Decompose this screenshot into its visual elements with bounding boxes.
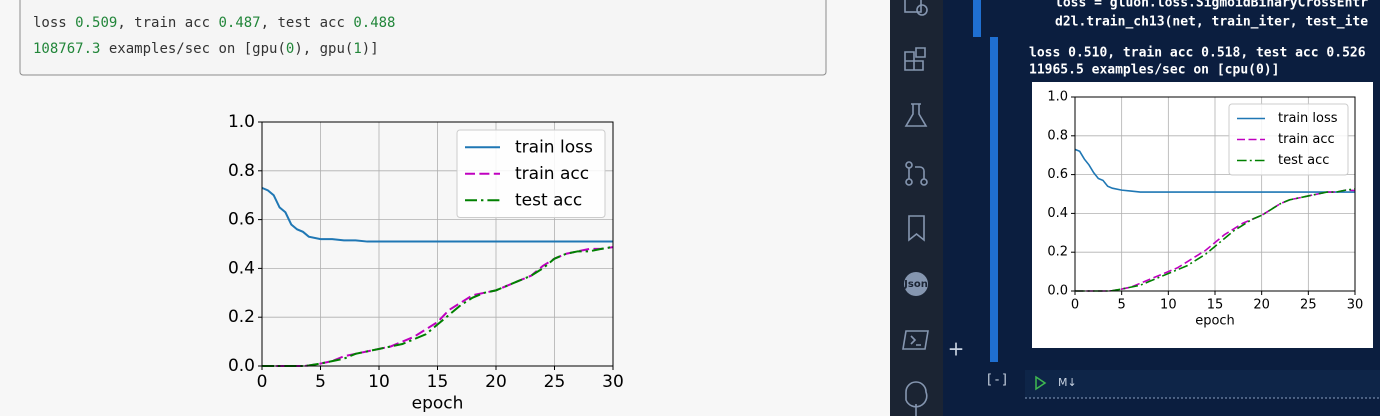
y-tick-label: 1.0: [228, 112, 255, 132]
output-token: examples/sec on [gpu(: [100, 41, 285, 57]
legend-label: train loss: [515, 137, 593, 157]
output-line: loss 0.509, train acc 0.487, test acc 0.…: [33, 15, 396, 31]
y-tick-label: 0.8: [228, 161, 255, 181]
legend-label: test acc: [1278, 153, 1329, 168]
code-line: d2l.train_ch13(net, train_iter, test_ite: [1055, 15, 1368, 30]
output-token: , test acc: [261, 15, 354, 31]
output-token: , train acc: [117, 15, 218, 31]
x-tick-label: 30: [1347, 297, 1364, 312]
output-token: 0.487: [218, 15, 260, 31]
output-line: 11965.5 examples/sec on [cpu(0)]: [1029, 63, 1279, 78]
icon[interactable]: [902, 330, 929, 350]
series-line: [261, 186, 613, 243]
output-token: 108767.3: [33, 41, 100, 57]
output-box: [19, 0, 827, 76]
legend-label: train acc: [1278, 132, 1335, 147]
icon[interactable]: [904, 272, 928, 296]
plot-frame: [261, 121, 614, 367]
icon[interactable]: [908, 166, 925, 179]
icon[interactable]: [904, 103, 928, 127]
x-tick-label: 15: [427, 372, 449, 392]
output-token: 0: [286, 41, 294, 57]
y-tick-label: 0.0: [228, 356, 255, 376]
x-tick-label: 25: [544, 372, 566, 392]
output-line: loss 0.510, train acc 0.518, test acc 0.…: [1029, 46, 1366, 61]
x-tick-label: 10: [368, 372, 390, 392]
code-line: loss = gluon.loss.SigmoidBinaryCrossEntr: [1055, 0, 1368, 11]
y-tick-label: 0.2: [1047, 245, 1068, 260]
activity-bar: [890, 0, 943, 416]
x-tick-label: 0: [1071, 297, 1079, 312]
sidebar-icons: [902, 0, 929, 416]
x-tick-label: 0: [257, 372, 268, 392]
output-token: 1: [353, 41, 361, 57]
x-tick-label: 20: [1253, 297, 1270, 312]
x-tick-label: 10: [1160, 297, 1177, 312]
y-tick-label: 0.8: [1047, 128, 1068, 143]
output-line: 108767.3 examples/sec on [gpu(0), gpu(1)…: [33, 41, 379, 57]
x-tick-label: 30: [602, 372, 624, 392]
plot-frame: [1074, 96, 1356, 292]
y-tick-label: 0.0: [1047, 284, 1068, 299]
cell-indicator: [990, 37, 998, 362]
x-axis-label: epoch: [1195, 314, 1235, 329]
y-tick-label: 0.6: [228, 210, 255, 230]
output-token: 0.509: [75, 15, 117, 31]
icon[interactable]: [904, 0, 922, 13]
icon[interactable]: [916, 4, 928, 16]
y-tick-label: 0.2: [228, 307, 255, 327]
cell-indicator: [973, 0, 981, 37]
y-tick-label: 0.4: [1047, 206, 1068, 221]
x-tick-label: 5: [315, 372, 326, 392]
y-tick-label: 0.4: [228, 258, 255, 278]
legend-box: [1228, 103, 1349, 176]
output-token: )]: [362, 41, 379, 57]
x-tick-label: 20: [485, 372, 507, 392]
icon[interactable]: [905, 381, 928, 416]
next-cell: [1025, 370, 1380, 398]
y-tick-label: 1.0: [1047, 90, 1068, 105]
legend-label: test acc: [515, 190, 582, 210]
output-token: loss: [33, 15, 75, 31]
output-token: 0.488: [353, 15, 395, 31]
legend-label: train loss: [1278, 111, 1338, 126]
series-line: [1074, 148, 1355, 193]
legend-label: train acc: [515, 164, 589, 184]
icon[interactable]: [908, 215, 925, 242]
x-axis-label: epoch: [412, 393, 464, 413]
output-token: ), gpu(: [294, 41, 353, 57]
cell-kind: M↓: [1058, 376, 1077, 389]
icon[interactable]: [904, 47, 926, 71]
add-cell-button[interactable]: +: [948, 337, 965, 361]
x-tick-label: 5: [1118, 297, 1126, 312]
collapse-button[interactable]: [-]: [985, 373, 1008, 388]
x-tick-label: 15: [1207, 297, 1224, 312]
run-button[interactable]: [1035, 375, 1047, 391]
x-tick-label: 25: [1300, 297, 1317, 312]
legend-box: [456, 129, 606, 218]
y-tick-label: 0.6: [1047, 167, 1068, 182]
icon-label: Json: [903, 279, 928, 290]
